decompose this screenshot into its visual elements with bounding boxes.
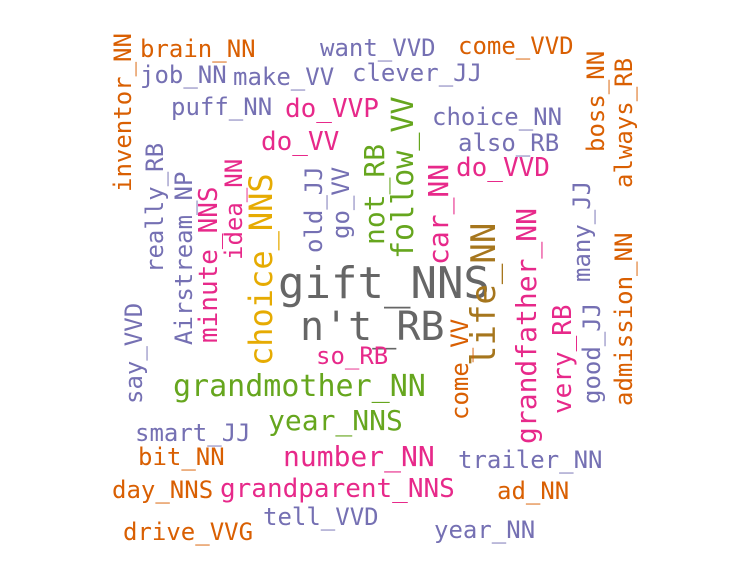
word-tell-vvd: tell_VVD xyxy=(263,503,379,531)
word-idea-nn: idea_NN xyxy=(220,158,248,260)
word-really-rb: really_RB xyxy=(141,142,169,273)
word-do-vv: do_VV xyxy=(261,127,340,157)
word-gift-nns: gift_NNS xyxy=(278,258,490,309)
word-puff-nn: puff_NN xyxy=(171,93,273,121)
word-smart-jj: smart_JJ xyxy=(135,419,251,447)
word-minute-nns: minute_NNS xyxy=(194,186,224,343)
word-choice-nns: choice_NNS xyxy=(242,173,280,366)
word-airstream-np: Airstream_NP xyxy=(170,171,198,345)
word-grandfather-nn: grandfather_NN xyxy=(510,207,543,444)
word-do-vvp: do_VVP xyxy=(285,94,379,124)
word-do-vvd: do_VVD xyxy=(456,153,550,183)
word-so-rb: so_RB xyxy=(316,342,389,370)
word-brain-nn: brain_NN xyxy=(140,35,256,63)
word-year-nns: year_NNS xyxy=(268,404,403,437)
word-choice-nn: choice_NN xyxy=(432,103,563,131)
word-bit-nn: bit_NN xyxy=(138,443,225,471)
word-go-vv: go_VV xyxy=(327,166,355,239)
word-job-nn: job_NN xyxy=(140,61,227,89)
word-say-vvd: say_VVD xyxy=(120,302,148,404)
word-very-rb: very_RB xyxy=(548,304,578,414)
word-old-jj: old_JJ xyxy=(300,166,328,253)
word-inventor-nn: inventor_NN xyxy=(109,33,137,192)
word-drive-vvg: drive_VVG xyxy=(123,518,254,546)
word-always-rb: always_RB xyxy=(610,57,638,188)
word-day-nns: day_NNS xyxy=(112,476,214,504)
word-nt-rb: n't_RB xyxy=(300,304,445,350)
word-clever-jj: clever_JJ xyxy=(352,59,483,87)
word-make-vv: make_VV xyxy=(233,63,335,91)
word-trailer-nn: trailer_NN xyxy=(458,446,603,474)
word-grandmother-nn: grandmother_NN xyxy=(173,369,426,404)
word-good-jj: good_JJ xyxy=(578,302,606,404)
word-admission-nn: admission_NN xyxy=(610,232,638,406)
word-number-nn: number_NN xyxy=(283,440,435,473)
word-car-nn: car_NN xyxy=(422,163,455,265)
word-year-nn: year_NN xyxy=(434,516,536,544)
word-also-rb: also_RB xyxy=(458,129,560,157)
word-come-vvd: come_VVD xyxy=(458,32,574,60)
word-many-jj: many_JJ xyxy=(568,180,596,282)
word-ad-nn: ad_NN xyxy=(497,477,570,505)
word-follow-vv: follow_VV xyxy=(386,96,421,259)
word-boss-nn: boss_NN xyxy=(582,50,610,152)
word-grandparent-nns: grandparent_NNS xyxy=(220,474,455,504)
word-not-rb: not_RB xyxy=(358,143,391,245)
word-want-vvd: want_VVD xyxy=(320,34,436,62)
word-come-vv: come_VV xyxy=(446,318,474,420)
